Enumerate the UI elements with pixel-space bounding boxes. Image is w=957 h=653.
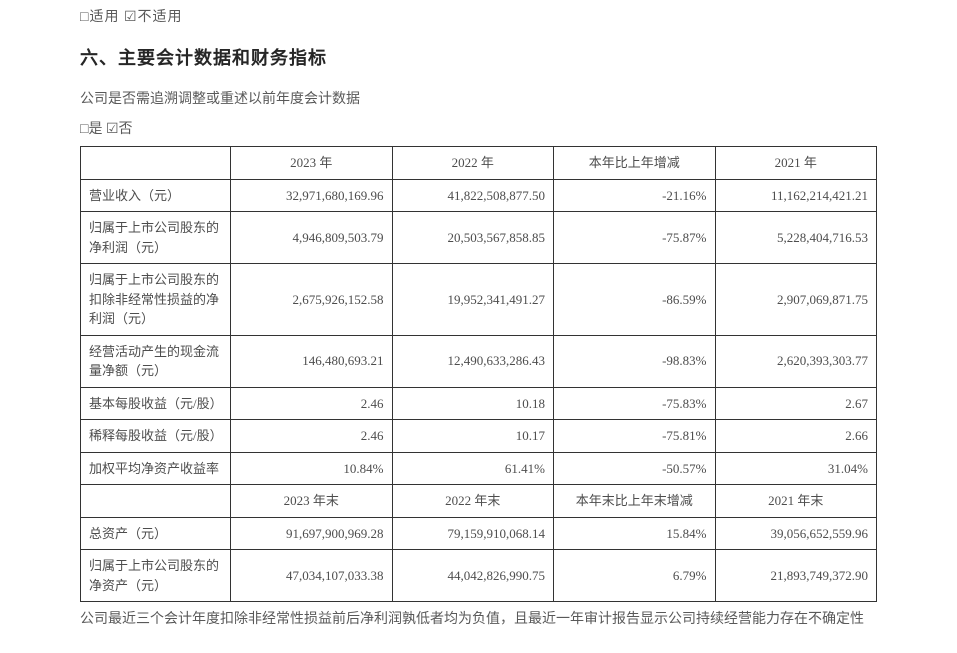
row-value: -75.83% (554, 387, 716, 420)
row-value: 21,893,749,372.90 (715, 550, 877, 602)
th2-yoy-end: 本年末比上年末增减 (554, 485, 716, 518)
row-value: 20,503,567,858.85 (392, 212, 554, 264)
th2-blank (81, 485, 231, 518)
row-value: 79,159,910,068.14 (392, 517, 554, 550)
row-value: 2,675,926,152.58 (231, 264, 393, 336)
th2-2021end: 2021 年末 (715, 485, 877, 518)
row-label: 归属于上市公司股东的扣除非经常性损益的净利润（元） (81, 264, 231, 336)
row-value: 91,697,900,969.28 (231, 517, 393, 550)
document-page: □适用 ☑不适用 六、主要会计数据和财务指标 公司是否需追溯调整或重述以前年度会… (0, 0, 957, 653)
table-row: 基本每股收益（元/股）2.4610.18-75.83%2.67 (81, 387, 877, 420)
yes-no-checkboxes: □是 ☑否 (80, 118, 877, 146)
row-value: 31.04% (715, 452, 877, 485)
row-value: 32,971,680,169.96 (231, 179, 393, 212)
table-row: 经营活动产生的现金流量净额（元）146,480,693.2112,490,633… (81, 335, 877, 387)
row-value: 2.46 (231, 420, 393, 453)
row-value: 6.79% (554, 550, 716, 602)
row-value: 12,490,633,286.43 (392, 335, 554, 387)
row-label: 营业收入（元） (81, 179, 231, 212)
row-value: 2.46 (231, 387, 393, 420)
table-header-row-2: 2023 年末 2022 年末 本年末比上年末增减 2021 年末 (81, 485, 877, 518)
lead-sentence: 公司是否需追溯调整或重述以前年度会计数据 (80, 88, 877, 118)
row-label: 经营活动产生的现金流量净额（元） (81, 335, 231, 387)
th-2023: 2023 年 (231, 147, 393, 180)
table-header-row-1: 2023 年 2022 年 本年比上年增减 2021 年 (81, 147, 877, 180)
row-value: -50.57% (554, 452, 716, 485)
row-value: 10.17 (392, 420, 554, 453)
table-row: 归属于上市公司股东的扣除非经常性损益的净利润（元）2,675,926,152.5… (81, 264, 877, 336)
th-blank (81, 147, 231, 180)
footnote: 公司最近三个会计年度扣除非经常性损益前后净利润孰低者均为负值，且最近一年审计报告… (80, 602, 877, 632)
row-value: -75.81% (554, 420, 716, 453)
row-value: -21.16% (554, 179, 716, 212)
row-value: 41,822,508,877.50 (392, 179, 554, 212)
row-value: 5,228,404,716.53 (715, 212, 877, 264)
row-value: 2,907,069,871.75 (715, 264, 877, 336)
th2-2022end: 2022 年末 (392, 485, 554, 518)
row-value: 11,162,214,421.21 (715, 179, 877, 212)
row-value: 2.67 (715, 387, 877, 420)
table-row: 营业收入（元）32,971,680,169.9641,822,508,877.5… (81, 179, 877, 212)
row-value: 146,480,693.21 (231, 335, 393, 387)
row-label: 稀释每股收益（元/股） (81, 420, 231, 453)
row-value: 19,952,341,491.27 (392, 264, 554, 336)
table-row: 归属于上市公司股东的净资产（元）47,034,107,033.3844,042,… (81, 550, 877, 602)
row-label: 归属于上市公司股东的净资产（元） (81, 550, 231, 602)
th2-2023end: 2023 年末 (231, 485, 393, 518)
row-value: 47,034,107,033.38 (231, 550, 393, 602)
prev-section-fragment: □适用 ☑不适用 (80, 0, 877, 38)
row-value: 44,042,826,990.75 (392, 550, 554, 602)
row-label: 总资产（元） (81, 517, 231, 550)
section-heading: 六、主要会计数据和财务指标 (80, 38, 877, 88)
row-label: 归属于上市公司股东的净利润（元） (81, 212, 231, 264)
row-value: 61.41% (392, 452, 554, 485)
th-2022: 2022 年 (392, 147, 554, 180)
row-value: -75.87% (554, 212, 716, 264)
table-row: 归属于上市公司股东的净利润（元）4,946,809,503.7920,503,5… (81, 212, 877, 264)
row-value: 4,946,809,503.79 (231, 212, 393, 264)
table-row: 加权平均净资产收益率10.84%61.41%-50.57%31.04% (81, 452, 877, 485)
table-row: 稀释每股收益（元/股）2.4610.17-75.81%2.66 (81, 420, 877, 453)
row-value: 2.66 (715, 420, 877, 453)
th-yoy: 本年比上年增减 (554, 147, 716, 180)
th-2021: 2021 年 (715, 147, 877, 180)
financial-table: 2023 年 2022 年 本年比上年增减 2021 年 营业收入（元）32,9… (80, 146, 877, 602)
row-value: -86.59% (554, 264, 716, 336)
table-row: 总资产（元）91,697,900,969.2879,159,910,068.14… (81, 517, 877, 550)
row-label: 加权平均净资产收益率 (81, 452, 231, 485)
row-value: -98.83% (554, 335, 716, 387)
row-label: 基本每股收益（元/股） (81, 387, 231, 420)
row-value: 39,056,652,559.96 (715, 517, 877, 550)
row-value: 10.18 (392, 387, 554, 420)
row-value: 2,620,393,303.77 (715, 335, 877, 387)
row-value: 15.84% (554, 517, 716, 550)
row-value: 10.84% (231, 452, 393, 485)
